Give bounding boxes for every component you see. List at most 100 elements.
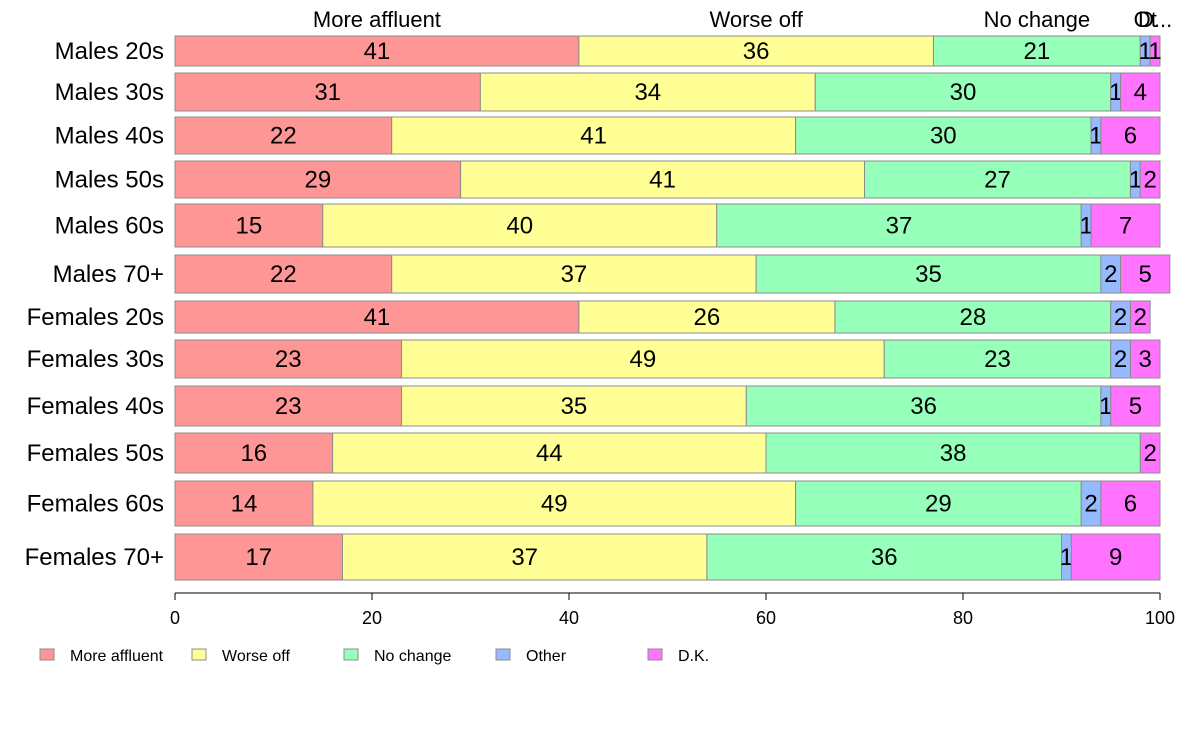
data-label-worse-off: 41 bbox=[649, 167, 676, 194]
bar-segment-no-change bbox=[795, 480, 1082, 527]
bar-segment-more-affluent bbox=[174, 533, 343, 581]
bar-segment-more-affluent bbox=[174, 116, 393, 155]
data-label-more-affluent: 41 bbox=[364, 38, 391, 65]
bar-segment-d-k bbox=[1090, 203, 1161, 248]
data-label-no-change: 23 bbox=[984, 346, 1011, 373]
data-label-no-change: 30 bbox=[930, 123, 957, 150]
data-label-worse-off: 37 bbox=[561, 261, 588, 288]
data-label-worse-off: 49 bbox=[541, 491, 568, 518]
top-label-no-change: No change bbox=[984, 7, 1090, 32]
bar-segment-d-k bbox=[1100, 116, 1161, 155]
data-label-no-change: 35 bbox=[915, 261, 942, 288]
bar-segment-no-change bbox=[814, 72, 1112, 112]
data-label-other: 2 bbox=[1114, 304, 1127, 331]
legend-item-worse-off: Worse off bbox=[191, 648, 290, 665]
bar-segment-no-change bbox=[706, 533, 1063, 581]
bar-segment-worse-off bbox=[391, 254, 757, 294]
segment-header-labels: More affluent Worse off No change OtD... bbox=[313, 7, 1172, 32]
data-label-d-k: 4 bbox=[1134, 79, 1147, 106]
data-label-worse-off: 35 bbox=[561, 393, 588, 420]
data-label-worse-off: 49 bbox=[630, 346, 657, 373]
bar-segment-more-affluent bbox=[174, 432, 334, 474]
legend-label: D.K. bbox=[678, 648, 709, 665]
row-label: Males 70+ bbox=[53, 261, 164, 288]
x-axis: 0 20 40 60 80 100 bbox=[170, 592, 1175, 628]
bar-segment-d-k bbox=[1120, 254, 1171, 294]
legend-item-d-k: D.K. bbox=[647, 648, 709, 665]
bar-segment-d-k bbox=[1110, 385, 1161, 427]
bar-segment-no-change bbox=[755, 254, 1102, 294]
legend: More affluent Worse off No change Other D.K. bbox=[39, 648, 709, 665]
data-label-d-k: 6 bbox=[1124, 123, 1137, 150]
data-label-no-change: 37 bbox=[886, 213, 913, 240]
bar-row-males-60s: Males 60s 15 40 37 1 7 bbox=[55, 203, 1161, 248]
data-label-d-k: 9 bbox=[1109, 544, 1122, 571]
bar-row-females-20s: Females 20s 41 26 28 2 2 bbox=[27, 300, 1151, 334]
bar-segment-no-change bbox=[716, 203, 1082, 248]
bar-segment-more-affluent bbox=[174, 480, 314, 527]
bar-segment-d-k bbox=[1139, 160, 1161, 199]
data-label-no-change: 21 bbox=[1024, 38, 1051, 65]
bar-segment-d-k bbox=[1129, 339, 1161, 379]
bar-row-females-30s: Females 30s 23 49 23 2 3 bbox=[27, 339, 1161, 379]
data-label-worse-off: 44 bbox=[536, 440, 563, 467]
bar-row-females-60s: Females 60s 14 49 29 2 6 bbox=[27, 480, 1161, 527]
bar-segment-worse-off bbox=[401, 385, 747, 427]
data-label-no-change: 36 bbox=[871, 544, 898, 571]
data-label-more-affluent: 22 bbox=[270, 261, 297, 288]
top-label-other: Ot bbox=[1134, 7, 1157, 32]
data-label-more-affluent: 31 bbox=[314, 79, 341, 106]
row-label: Females 70+ bbox=[25, 544, 164, 571]
bar-row-males-20s: Males 20s 41 36 21 11 bbox=[55, 35, 1162, 67]
bar-segment-worse-off bbox=[479, 72, 816, 112]
data-label-d-k: 5 bbox=[1129, 393, 1142, 420]
bar-segment-worse-off bbox=[391, 116, 797, 155]
data-label-d-k: 1 bbox=[1148, 38, 1161, 65]
row-label: Males 30s bbox=[55, 79, 164, 106]
row-label: Males 50s bbox=[55, 167, 164, 194]
bar-row-females-50s: Females 50s 16 44 38 2 bbox=[27, 432, 1161, 474]
data-label-worse-off: 40 bbox=[506, 213, 533, 240]
row-label: Males 40s bbox=[55, 123, 164, 150]
row-label: Males 60s bbox=[55, 213, 164, 240]
data-label-other: 2 bbox=[1114, 346, 1127, 373]
bar-segment-no-change bbox=[795, 116, 1092, 155]
data-label-more-affluent: 23 bbox=[275, 346, 302, 373]
x-tick-label: 0 bbox=[170, 608, 180, 628]
bar-segment-more-affluent bbox=[174, 203, 324, 248]
bar-segment-worse-off bbox=[460, 160, 865, 199]
bar-segment-d-k bbox=[1129, 300, 1151, 334]
data-label-d-k: 5 bbox=[1139, 261, 1152, 288]
data-label-more-affluent: 29 bbox=[304, 167, 331, 194]
data-label-worse-off: 37 bbox=[511, 544, 538, 571]
row-label: Females 50s bbox=[27, 440, 164, 467]
data-label-other: 1 bbox=[1060, 544, 1073, 571]
x-tick-label: 60 bbox=[756, 608, 776, 628]
legend-swatch bbox=[647, 648, 663, 661]
data-label-d-k: 2 bbox=[1134, 304, 1147, 331]
bar-segment-no-change bbox=[745, 385, 1102, 427]
legend-label: More affluent bbox=[70, 648, 164, 665]
data-label-more-affluent: 14 bbox=[231, 491, 258, 518]
bar-segment-more-affluent bbox=[174, 385, 403, 427]
data-label-more-affluent: 15 bbox=[236, 213, 263, 240]
bar-row-females-70: Females 70+ 17 37 36 1 9 bbox=[25, 533, 1161, 581]
legend-label: Worse off bbox=[222, 648, 290, 665]
bar-segment-worse-off bbox=[578, 35, 934, 67]
legend-item-more-affluent: More affluent bbox=[39, 648, 164, 665]
data-label-d-k: 2 bbox=[1143, 440, 1156, 467]
x-tick-label: 20 bbox=[362, 608, 382, 628]
data-label-no-change: 29 bbox=[925, 491, 952, 518]
top-label-more-affluent: More affluent bbox=[313, 7, 441, 32]
data-label-more-affluent: 41 bbox=[364, 304, 391, 331]
legend-label: Other bbox=[526, 648, 567, 665]
data-label-worse-off: 26 bbox=[694, 304, 721, 331]
data-label-other: 1 bbox=[1129, 167, 1142, 194]
bar-row-females-40s: Females 40s 23 35 36 1 5 bbox=[27, 385, 1161, 427]
row-label: Females 30s bbox=[27, 346, 164, 373]
data-label-worse-off: 34 bbox=[634, 79, 661, 106]
bar-segment-d-k bbox=[1100, 480, 1161, 527]
legend-swatch bbox=[343, 648, 359, 661]
